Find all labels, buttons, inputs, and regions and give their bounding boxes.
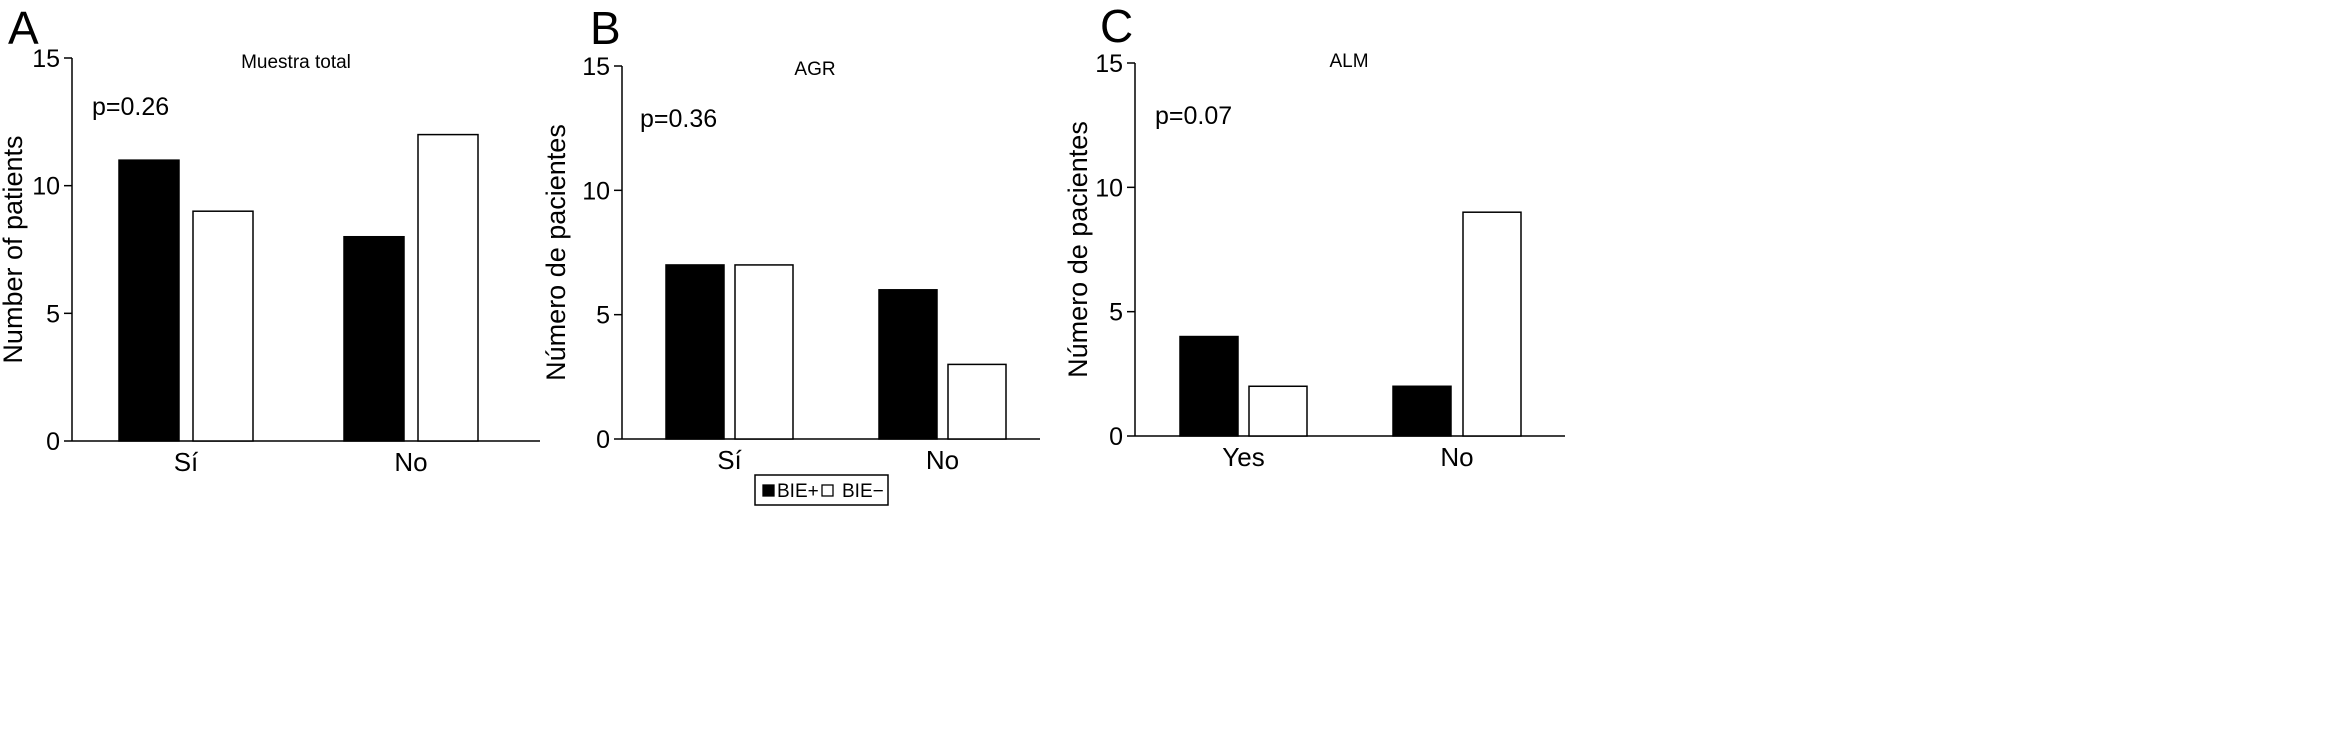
- y-tick-label: 15: [582, 53, 610, 81]
- x-tick-label: Sí: [717, 445, 742, 475]
- chart-title: Muestra total: [241, 52, 351, 73]
- p-value-annotation: p=0.36: [640, 105, 717, 133]
- bar-bie-minus-0: [734, 264, 794, 440]
- y-tick-label: 10: [32, 173, 60, 201]
- y-axis-label: Number of patients: [0, 135, 28, 363]
- legend-swatch-bie-minus: [821, 484, 834, 497]
- panel-letter: A: [8, 2, 39, 54]
- bar-bie-minus-1: [947, 363, 1007, 440]
- y-tick-label: 15: [1095, 50, 1123, 78]
- bar-bie-minus-1: [1462, 211, 1522, 437]
- x-tick-label: Sí: [174, 447, 199, 477]
- legend: BIE+ BIE−: [754, 474, 889, 506]
- legend-label-bie-plus: BIE+: [777, 481, 819, 502]
- bar-bie-plus-0: [118, 159, 180, 442]
- panel-letter: C: [1100, 0, 1133, 52]
- x-tick-label: No: [1440, 442, 1473, 472]
- x-tick-label: Yes: [1222, 442, 1264, 472]
- y-tick-label: 5: [1109, 299, 1123, 327]
- legend-label-bie-minus: BIE−: [842, 481, 884, 502]
- chart-title: AGR: [794, 59, 835, 80]
- y-tick-label: 10: [1095, 174, 1123, 202]
- legend-swatch-bie-plus: [762, 484, 775, 497]
- x-tick-label: No: [394, 447, 427, 477]
- panel-letter: B: [590, 2, 621, 54]
- bar-bie-plus-0: [665, 264, 725, 440]
- y-tick-label: 5: [46, 300, 60, 328]
- bar-bie-minus-0: [192, 210, 254, 442]
- chart-panel-A: A Muestra total p=0.26 0 5 10 15 Number of pati…: [0, 2, 540, 477]
- bar-bie-plus-1: [1392, 385, 1452, 437]
- p-value-annotation: p=0.26: [92, 93, 169, 121]
- bar-bie-plus-1: [343, 235, 405, 442]
- y-axis-label: Número de pacientes: [1063, 121, 1093, 378]
- y-tick-label: 0: [596, 426, 610, 454]
- y-tick-label: 5: [596, 302, 610, 330]
- legend-box: [754, 474, 889, 506]
- chart-panel-C: C ALM p=0.07 0 5 10 15 Número de pacientes Yes No: [1063, 0, 1565, 472]
- y-axis-label: Número de pacientes: [541, 124, 571, 381]
- bar-bie-minus-1: [417, 133, 479, 442]
- x-tick-label: No: [926, 445, 959, 475]
- chart-title: ALM: [1329, 51, 1368, 72]
- y-tick-label: 0: [46, 428, 60, 456]
- y-tick-label: 0: [1109, 423, 1123, 451]
- bar-bie-minus-0: [1248, 385, 1308, 437]
- bar-bie-plus-0: [1179, 335, 1239, 437]
- chart-panel-B: B AGR p=0.36 0 5 10 15 Número de pacientes Sí No: [541, 2, 1040, 475]
- y-tick-label: 15: [32, 45, 60, 73]
- y-tick-label: 10: [582, 177, 610, 205]
- p-value-annotation: p=0.07: [1155, 102, 1232, 130]
- bar-bie-plus-1: [878, 289, 938, 440]
